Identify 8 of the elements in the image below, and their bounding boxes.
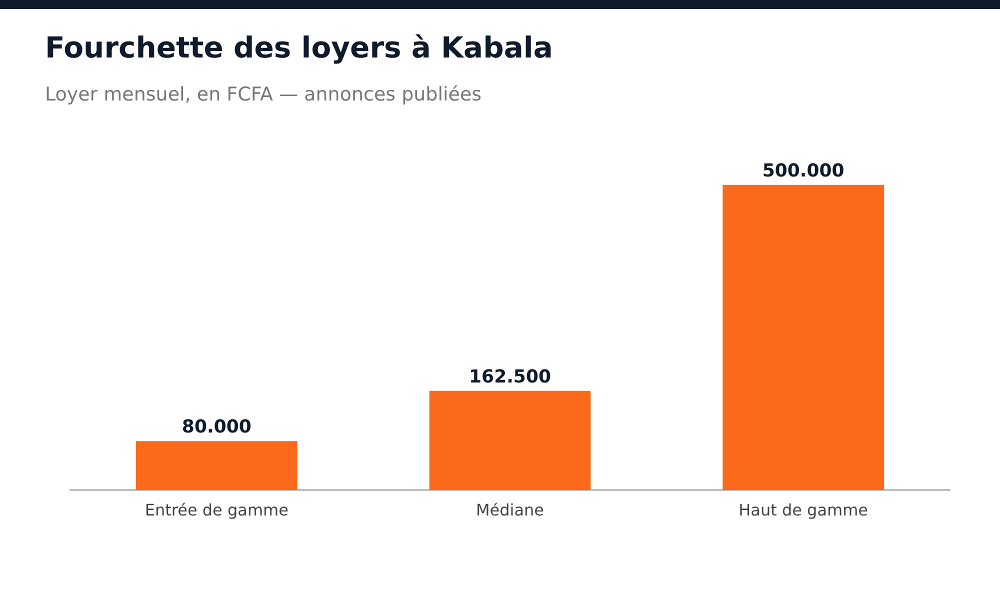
data-label: 500.000 bbox=[762, 160, 844, 182]
chart-subtitle: Loyer mensuel, en FCFA — annonces publiées bbox=[45, 84, 482, 106]
data-label: 162.500 bbox=[469, 366, 551, 388]
chart-title: Fourchette des loyers à Kabala bbox=[45, 30, 553, 64]
x-tick-label: Entrée de gamme bbox=[144, 500, 288, 520]
x-tick-label: Médiane bbox=[476, 500, 544, 520]
data-label: 80.000 bbox=[182, 416, 252, 438]
x-tick-label: Haut de gamme bbox=[738, 500, 868, 520]
